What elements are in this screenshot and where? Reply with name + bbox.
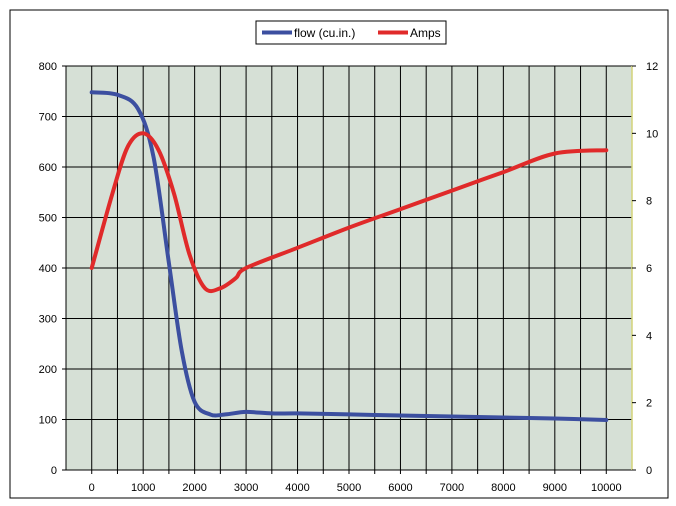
x-tick-label: 9000 <box>543 482 567 494</box>
x-tick-label: 4000 <box>285 482 309 494</box>
series-layer <box>89 90 609 422</box>
y-right-tick-label: 8 <box>646 196 652 208</box>
x-tick-label: 2000 <box>182 482 206 494</box>
y-right-tick-label: 0 <box>646 465 652 477</box>
y-right-tick-label: 6 <box>646 263 652 275</box>
series-line-amps <box>89 131 609 294</box>
y-right-tick-label: 12 <box>646 61 658 73</box>
x-tick-label: 3000 <box>234 482 258 494</box>
y-left-tick-label: 400 <box>39 263 57 275</box>
x-tick-label: 6000 <box>388 482 412 494</box>
y-right-tick-label: 4 <box>646 330 652 342</box>
x-tick-label: 5000 <box>337 482 361 494</box>
x-tick-label: 8000 <box>491 482 515 494</box>
y-right-tick-label: 10 <box>646 128 658 140</box>
legend-label-amps: Amps <box>410 26 441 40</box>
y-left-tick-label: 700 <box>39 112 57 124</box>
legend: flow (cu.in.) Amps <box>255 20 447 45</box>
y-left-tick-label: 600 <box>39 162 57 174</box>
y-left-tick-label: 200 <box>39 364 57 376</box>
x-tick-label: 7000 <box>440 482 464 494</box>
y-left-tick-label: 300 <box>39 314 57 326</box>
y-left-tick-label: 0 <box>51 465 57 477</box>
x-tick-label: 1000 <box>131 482 155 494</box>
y-left-tick-label: 800 <box>39 61 57 73</box>
y-left-tick-label: 500 <box>39 213 57 225</box>
x-tick-label: 0 <box>89 482 95 494</box>
y-right-tick-label: 2 <box>646 398 652 410</box>
x-tick-label: 10000 <box>591 482 622 494</box>
legend-box <box>255 20 447 45</box>
y-left-tick-label: 100 <box>39 415 57 427</box>
legend-label-flow: flow (cu.in.) <box>294 26 355 40</box>
series-line-flow <box>89 90 609 422</box>
